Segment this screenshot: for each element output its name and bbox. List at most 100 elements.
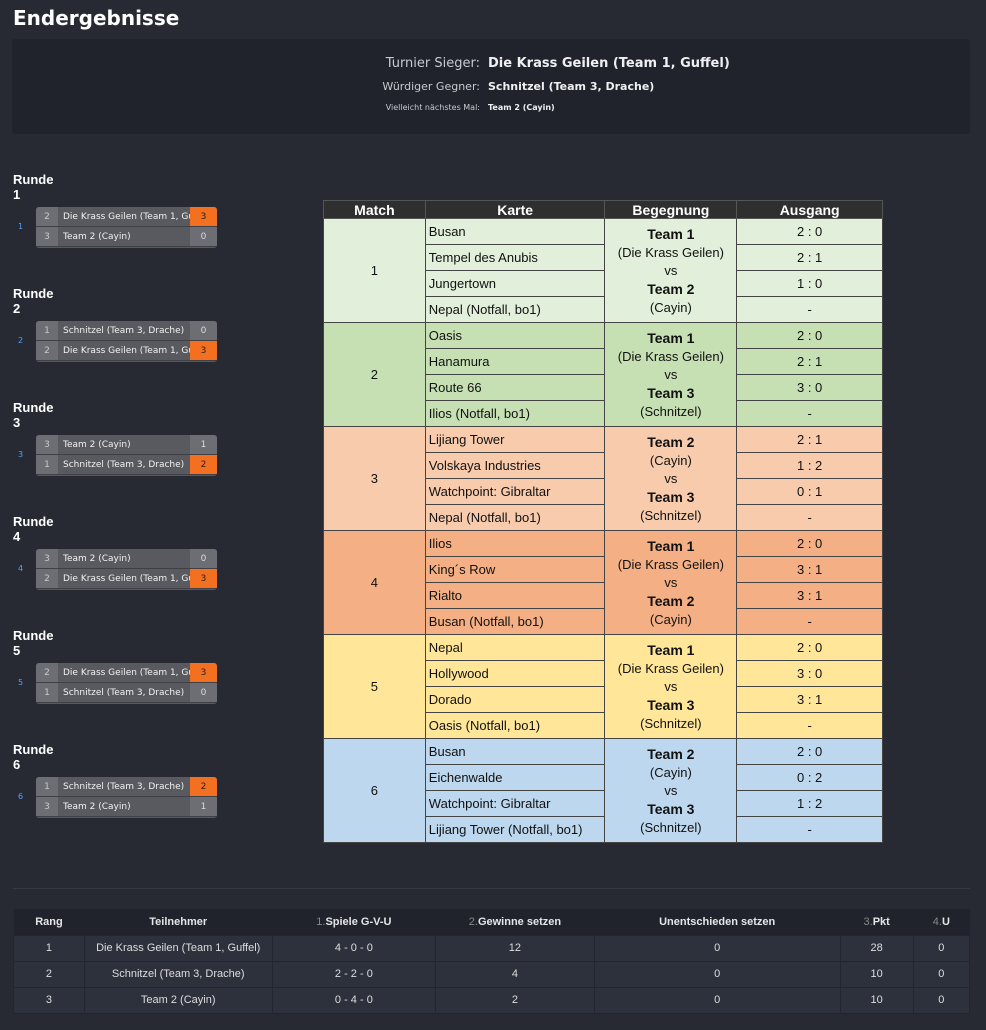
bracket-participant[interactable]: 1 Schnitzel (Team 3, Drache) 2 xyxy=(36,455,217,475)
team-b: Team 3 xyxy=(647,488,695,505)
match-number: 6 xyxy=(323,738,426,843)
table-cell: 3 xyxy=(13,986,85,1014)
map-name: Tempel des Anubis xyxy=(424,244,606,271)
score: 3 xyxy=(190,207,217,226)
map-result: - xyxy=(736,400,883,427)
team-b-name: (Cayin) xyxy=(649,299,692,315)
summary-row: Würdiger Gegner: Schnitzel (Team 3, Drach… xyxy=(12,80,970,93)
column-header[interactable]: 2.Gewinne setzen xyxy=(435,909,595,935)
team-b: Team 2 xyxy=(647,592,695,609)
sort-priority: 4. xyxy=(932,915,942,928)
column-header: Karte xyxy=(424,200,606,219)
vs-label: vs xyxy=(664,574,678,590)
match-number: 2 xyxy=(18,336,24,345)
team-b: Team 3 xyxy=(647,696,695,713)
score: 0 xyxy=(190,549,217,568)
score: 3 xyxy=(190,569,217,588)
matchup: Team 1 (Die Krass Geilen) vs Team 2 (Cayin) xyxy=(604,218,738,323)
column-header[interactable]: Teilnehmer xyxy=(84,909,273,935)
seed: 3 xyxy=(36,797,58,816)
bracket-match[interactable]: 2 Die Krass Geilen (Team 1, Guffel)3 1 Schn… xyxy=(36,663,217,704)
vs-label: vs xyxy=(664,470,678,486)
bracket-participant[interactable]: 1 Schnitzel (Team 3, Drache) 0 xyxy=(36,683,217,703)
bracket-match[interactable]: 1 Schnitzel (Team 3, Drache) 2 3 Team 2 (Cay… xyxy=(36,777,217,818)
column-header[interactable]: Unentschieden setzen xyxy=(594,909,841,935)
matchup: Team 1 (Die Krass Geilen) vs Team 3 (Schnitz… xyxy=(604,634,738,739)
participant-name: Die Krass Geilen (Team 1, Guffel) xyxy=(63,574,190,584)
bracket-participant[interactable]: 3 Team 2 (Cayin) 0 xyxy=(36,549,217,569)
bracket-participant[interactable]: 1 Schnitzel (Team 3, Drache) 0 xyxy=(36,321,217,341)
summary-label: Würdiger Gegner: xyxy=(382,80,480,93)
column-header[interactable]: 4.U xyxy=(913,909,970,935)
bracket-participant[interactable]: 2 Die Krass Geilen (Team 1, Guffel)3 xyxy=(36,341,217,361)
bracket-participant[interactable]: 1 Schnitzel (Team 3, Drache) 2 xyxy=(36,777,217,797)
team-a: Team 1 xyxy=(647,225,695,242)
team-a: Team 1 xyxy=(647,641,695,658)
match-row: 2 Oasis Team 1 (Die Krass Geilen) vs Team 3 (S… xyxy=(323,322,883,427)
sort-priority: 3. xyxy=(863,915,873,928)
team-a: Team 1 xyxy=(647,329,695,346)
team-b-name: (Schnitzel) xyxy=(640,819,702,835)
column-header[interactable]: 1.Spiele G-V-U xyxy=(272,909,436,935)
seed: 1 xyxy=(36,683,58,702)
participant-name: Die Krass Geilen (Team 1, Guffel) xyxy=(63,212,190,222)
table-cell: 2 xyxy=(13,960,85,988)
map-name: Busan (Notfall, bo1) xyxy=(424,608,606,635)
score: 0 xyxy=(190,321,217,340)
bracket-match[interactable]: 2 Die Krass Geilen (Team 1, Guffel)33Team… xyxy=(36,207,217,248)
vs-label: vs xyxy=(664,366,678,382)
bracket-match[interactable]: 3 Team 2 (Cayin) 1 1 Schnitzel (Team 3, Drac… xyxy=(36,435,217,476)
map-result: 3 : 1 xyxy=(736,582,883,609)
summary-row: Turnier Sieger: Die Krass Geilen (Team 1,… xyxy=(12,56,970,71)
round-heading: Runde 2 xyxy=(13,286,54,316)
map-name: Hanamura xyxy=(424,348,606,375)
bracket-participant[interactable]: 3 Team 2 (Cayin) 1 xyxy=(36,797,217,817)
bracket-participant[interactable]: 2 Die Krass Geilen (Team 1, Guffel)3 xyxy=(36,663,217,683)
header-row: Rang Teilnehmer 1.Spiele G-V-U 2.Gewinne se… xyxy=(13,909,970,935)
matchup: Team 1 (Die Krass Geilen) vs Team 3 (Schnitz… xyxy=(604,322,738,427)
match-row: Hollywood 3 : 0 xyxy=(323,660,883,687)
match-row: 3 Lijiang Tower Team 2 (Cayin) vs Team 3 (Schn… xyxy=(323,426,883,531)
map-result: 3 : 1 xyxy=(736,556,883,583)
team-a-name: (Die Krass Geilen) xyxy=(617,556,724,572)
round-heading: Runde 3 xyxy=(13,400,54,430)
match-number: 4 xyxy=(323,530,426,635)
score: 3 xyxy=(190,341,217,360)
round-heading: Runde 4 xyxy=(13,514,54,544)
round-heading: Runde 5 xyxy=(13,628,54,658)
score: 0 xyxy=(190,683,217,702)
table-cell: Team 2 (Cayin) xyxy=(83,986,273,1014)
column-title: Pkt xyxy=(872,915,890,928)
column-header[interactable]: 3.Pkt xyxy=(840,909,914,935)
bracket-match[interactable]: 3 Team 2 (Cayin) 0 2 Die Krass Geilen (Team … xyxy=(36,549,217,590)
vs-label: vs xyxy=(664,262,678,278)
map-result: 3 : 1 xyxy=(736,686,883,713)
table-cell: 0 xyxy=(912,986,971,1014)
bracket-participant[interactable]: 3 Team 2 (Cayin) 0 xyxy=(36,227,217,247)
summary-value: Die Krass Geilen (Team 1, Guffel) xyxy=(488,56,730,71)
matchup: Team 1 (Die Krass Geilen) vs Team 2 (Cayin) xyxy=(604,530,738,635)
table-cell: 2 xyxy=(435,986,595,1014)
bracket-participant[interactable]: 3 Team 2 (Cayin) 1 xyxy=(36,435,217,455)
table-row: 3 Team 2 (Cayin) 0 - 4 - 0 2 0 10 0 xyxy=(13,986,971,1014)
column-title: Gewinne setzen xyxy=(477,915,562,928)
standings-table: Rang Teilnehmer 1.Spiele G-V-U 2.Gewinne se… xyxy=(13,909,971,1014)
map-name: Nepal (Notfall, bo1) xyxy=(424,296,606,323)
column-header[interactable]: Rang xyxy=(13,909,85,935)
map-result: 2 : 0 xyxy=(736,634,883,661)
map-name: Nepal xyxy=(424,634,606,661)
map-result: 2 : 0 xyxy=(736,322,883,349)
bracket-participant[interactable]: 2 Die Krass Geilen (Team 1, Guffel)3 xyxy=(36,569,217,589)
map-name: Busan xyxy=(424,218,606,245)
bracket-participant[interactable]: 2 Die Krass Geilen (Team 1, Guffel)3 xyxy=(36,207,217,227)
bracket-match[interactable]: 1 Schnitzel (Team 3, Drache) 0 2 Die Krass G… xyxy=(36,321,217,362)
team-b-name: (Schnitzel) xyxy=(640,507,702,523)
participant-name: Team 2 (Cayin) xyxy=(63,232,131,242)
vs-label: vs xyxy=(664,782,678,798)
map-name: Volskaya Industries xyxy=(424,452,606,479)
match-row: 4 Ilios Team 1 (Die Krass Geilen) vs Team 2 (C… xyxy=(323,530,883,635)
seed: 2 xyxy=(36,207,58,226)
matchup: Team 2 (Cayin) vs Team 3 (Schnitzel) xyxy=(604,426,738,531)
map-name: Busan xyxy=(424,738,606,765)
table-cell: 0 - 4 - 0 xyxy=(271,986,437,1014)
